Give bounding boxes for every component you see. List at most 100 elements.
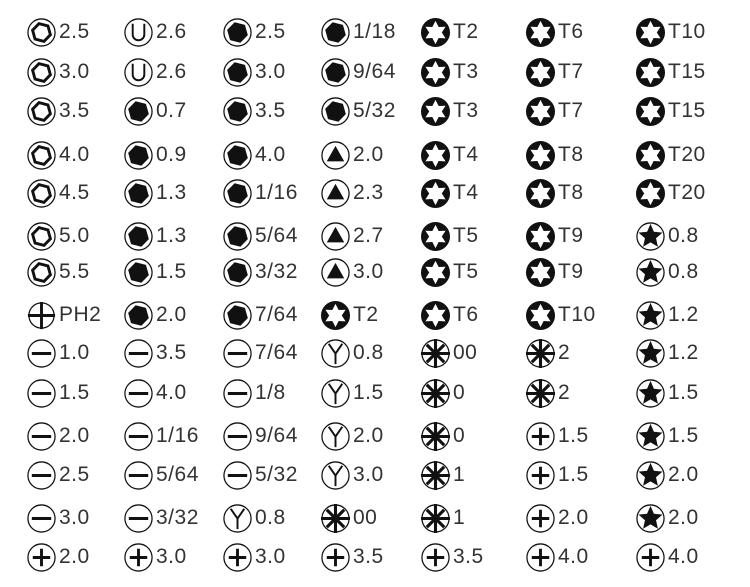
torx-icon bbox=[420, 140, 451, 171]
bit-item: 2 bbox=[525, 376, 570, 410]
bit-item: 4.0 bbox=[123, 376, 187, 410]
bit-size-label: 4.0 bbox=[59, 143, 90, 166]
bit-size-label: 0.9 bbox=[156, 143, 187, 166]
hex-icon bbox=[123, 300, 154, 331]
torx-icon bbox=[420, 300, 451, 331]
bit-item: 1.2 bbox=[635, 336, 699, 370]
bit-size-label: 9/64 bbox=[255, 424, 298, 447]
bit-item: T9 bbox=[525, 219, 584, 253]
bit-item: 3/32 bbox=[123, 501, 199, 535]
bit-item: 1.5 bbox=[26, 376, 90, 410]
phillips-icon bbox=[525, 460, 556, 491]
bit-size-label: 4.0 bbox=[255, 143, 286, 166]
hex-icon bbox=[222, 257, 253, 288]
bit-size-label: PH2 bbox=[59, 303, 102, 326]
bit-size-label: 1/8 bbox=[255, 381, 286, 404]
phillips-icon bbox=[420, 542, 451, 573]
bit-size-label: T7 bbox=[558, 99, 584, 122]
bit-item: 4.0 bbox=[635, 540, 699, 574]
bit-size-label: 0.8 bbox=[255, 506, 286, 529]
pentalobe-star-icon bbox=[635, 460, 666, 491]
torx-icon bbox=[635, 17, 666, 48]
bit-size-label: 4.0 bbox=[668, 545, 699, 568]
bit-item: 1.5 bbox=[320, 376, 384, 410]
bit-item: T10 bbox=[525, 298, 596, 332]
bit-size-label: 7/64 bbox=[255, 303, 298, 326]
bit-size-label: 3/32 bbox=[255, 260, 298, 283]
bit-size-label: 4.0 bbox=[156, 381, 187, 404]
torx-icon bbox=[635, 140, 666, 171]
slotted-icon bbox=[123, 421, 154, 452]
bit-size-label: 5/32 bbox=[255, 463, 298, 486]
bit-size-label: T5 bbox=[453, 260, 479, 283]
bit-size-label: 2.5 bbox=[59, 20, 90, 43]
torx-icon bbox=[525, 178, 556, 209]
bit-size-label: 5/64 bbox=[156, 463, 199, 486]
bit-item: 7/64 bbox=[222, 336, 298, 370]
bit-size-label: 2.5 bbox=[59, 463, 90, 486]
phillips-icon bbox=[222, 542, 253, 573]
bit-item: 3.5 bbox=[26, 94, 90, 128]
bit-size-label: 5.0 bbox=[59, 224, 90, 247]
bit-size-label: 2.0 bbox=[558, 506, 589, 529]
bit-size-label: 1 bbox=[453, 506, 466, 529]
bit-size-label: 1/16 bbox=[156, 424, 199, 447]
bit-item: 1/16 bbox=[123, 419, 199, 453]
bit-size-label: 3.5 bbox=[353, 545, 384, 568]
bit-item: 4.5 bbox=[26, 176, 90, 210]
bit-size-label: T8 bbox=[558, 143, 584, 166]
bit-size-label: 1.3 bbox=[156, 181, 187, 204]
hex-socket-icon bbox=[26, 17, 57, 48]
triangle-icon bbox=[320, 140, 351, 171]
asterisk-icon bbox=[420, 378, 451, 409]
bit-size-label: 7/64 bbox=[255, 341, 298, 364]
asterisk-icon bbox=[420, 421, 451, 452]
bit-size-label: 2.0 bbox=[59, 545, 90, 568]
torx-icon bbox=[525, 140, 556, 171]
slotted-icon bbox=[123, 460, 154, 491]
pentalobe-star-icon bbox=[635, 257, 666, 288]
hex-icon bbox=[222, 57, 253, 88]
bit-size-label: T2 bbox=[353, 303, 379, 326]
phillips-icon bbox=[123, 542, 154, 573]
bit-size-label: 00 bbox=[353, 506, 378, 529]
bit-size-label: 4.0 bbox=[558, 545, 589, 568]
bit-item: 2.5 bbox=[26, 458, 90, 492]
bit-item: T2 bbox=[420, 15, 479, 49]
bit-size-label: 3.0 bbox=[255, 545, 286, 568]
tri-wing-y-icon bbox=[320, 460, 351, 491]
bit-item: T8 bbox=[525, 138, 584, 172]
torx-icon bbox=[525, 300, 556, 331]
bit-item: 1.5 bbox=[525, 458, 589, 492]
bit-item: 3.5 bbox=[420, 540, 484, 574]
bit-size-label: T3 bbox=[453, 60, 479, 83]
bit-item: 2 bbox=[525, 336, 570, 370]
hex-icon bbox=[222, 221, 253, 252]
bit-size-label: T9 bbox=[558, 260, 584, 283]
torx-icon bbox=[635, 178, 666, 209]
bit-size-label: 4.5 bbox=[59, 181, 90, 204]
bit-item: 5/32 bbox=[320, 94, 396, 128]
phillips-icon bbox=[525, 542, 556, 573]
bit-item: 1 bbox=[420, 501, 465, 535]
bit-size-label: 1.5 bbox=[156, 260, 187, 283]
bit-item: 3.0 bbox=[320, 255, 384, 289]
bit-item: 1 bbox=[420, 458, 465, 492]
bit-size-label: 1.5 bbox=[353, 381, 384, 404]
pentalobe-star-icon bbox=[635, 338, 666, 369]
bit-item: T5 bbox=[420, 255, 479, 289]
torx-icon bbox=[420, 178, 451, 209]
bit-size-label: 3.5 bbox=[453, 545, 484, 568]
bit-size-label: T6 bbox=[558, 20, 584, 43]
bit-item: 3.5 bbox=[320, 540, 384, 574]
torx-icon bbox=[525, 221, 556, 252]
slotted-icon bbox=[26, 503, 57, 534]
bit-item: 3.0 bbox=[123, 540, 187, 574]
bit-size-label: 2.0 bbox=[353, 424, 384, 447]
hex-icon bbox=[222, 96, 253, 127]
asterisk-icon bbox=[420, 503, 451, 534]
bit-size-label: T10 bbox=[558, 303, 596, 326]
hex-icon bbox=[222, 17, 253, 48]
bit-item: 2.6 bbox=[123, 55, 187, 89]
bit-item: T20 bbox=[635, 138, 706, 172]
